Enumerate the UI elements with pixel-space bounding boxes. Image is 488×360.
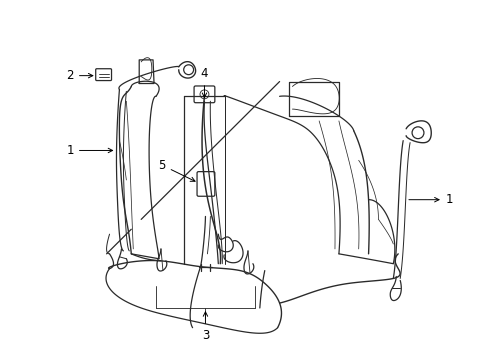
Text: 3: 3 [202, 312, 209, 342]
Text: 5: 5 [158, 159, 195, 181]
Text: 4: 4 [200, 67, 208, 97]
Text: 2: 2 [66, 69, 93, 82]
Text: 1: 1 [408, 193, 452, 206]
Text: 1: 1 [66, 144, 112, 157]
